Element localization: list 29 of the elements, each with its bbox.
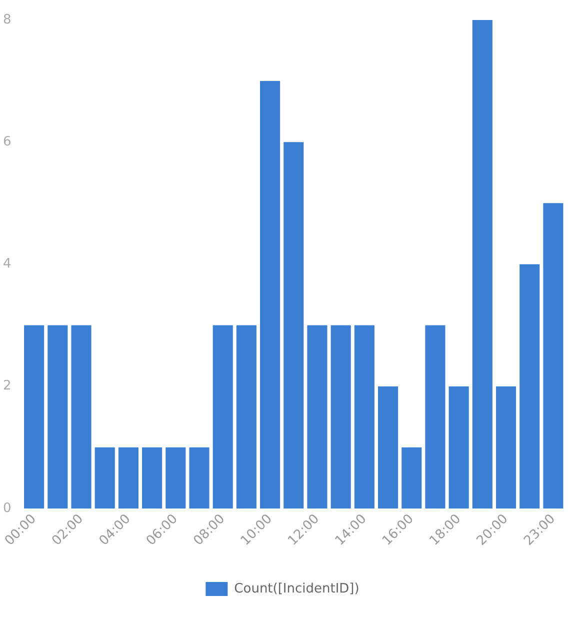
y-tick-label: 8 xyxy=(2,12,12,28)
bar xyxy=(425,325,446,508)
bar xyxy=(94,447,115,508)
bar xyxy=(260,81,280,508)
bar xyxy=(118,447,138,508)
bar xyxy=(236,325,256,508)
bar xyxy=(142,447,162,508)
bar xyxy=(520,264,540,508)
bar xyxy=(472,20,492,508)
bar xyxy=(284,142,304,508)
bar xyxy=(189,447,210,508)
bar xyxy=(212,325,233,508)
legend-label: Count([IncidentID]) xyxy=(234,581,360,596)
bar xyxy=(543,203,564,508)
bar xyxy=(166,447,186,508)
bar xyxy=(330,325,351,508)
bar xyxy=(307,325,328,508)
bar xyxy=(24,325,44,508)
bar xyxy=(71,325,92,508)
bar xyxy=(448,386,469,508)
bar xyxy=(402,447,422,508)
y-tick-label: 0 xyxy=(2,500,12,516)
bar xyxy=(48,325,68,508)
y-tick-label: 6 xyxy=(2,134,12,150)
y-tick-label: 4 xyxy=(2,256,12,272)
bar xyxy=(496,386,516,508)
bar xyxy=(378,386,398,508)
y-tick-label: 2 xyxy=(2,378,12,394)
bar xyxy=(354,325,374,508)
